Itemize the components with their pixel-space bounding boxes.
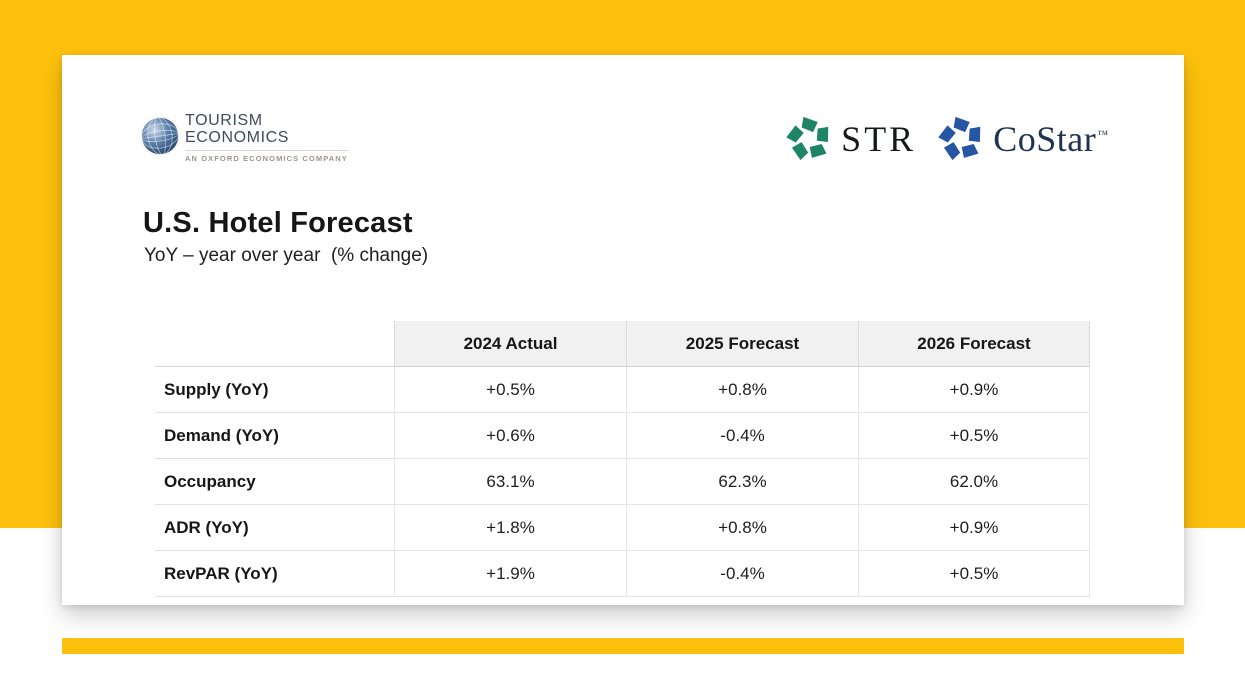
table-cell: +0.5% [858, 551, 1090, 597]
table-cell: +0.5% [858, 413, 1090, 459]
table-cell: -0.4% [626, 413, 858, 459]
table-cell: -0.4% [626, 551, 858, 597]
table-cell: 63.1% [394, 459, 626, 505]
table-header-spacer [155, 321, 394, 367]
tourism-economics-logo: TOURISM ECONOMICS AN OXFORD ECONOMICS CO… [140, 112, 348, 163]
tourism-economics-line1: TOURISM [185, 112, 263, 129]
slide-card: TOURISM ECONOMICS AN OXFORD ECONOMICS CO… [62, 55, 1184, 605]
bottom-accent-bar [62, 638, 1184, 654]
tourism-economics-globe-icon [141, 117, 179, 155]
table-cell: +0.8% [626, 367, 858, 413]
table-header-2025-forecast: 2025 Forecast [626, 321, 858, 367]
table-cell: 62.3% [626, 459, 858, 505]
costar-trademark: ™ [1097, 129, 1108, 141]
costar-logo: CoStar™ [938, 116, 1108, 162]
partner-logos: STR CoStar™ [786, 111, 1108, 167]
table-cell: +1.8% [394, 505, 626, 551]
str-pinwheel-icon [786, 116, 829, 161]
table-cell: +0.9% [858, 505, 1090, 551]
table-header-2024-actual: 2024 Actual [394, 321, 626, 367]
row-label-occupancy: Occupancy [155, 459, 394, 505]
costar-wordmark-text: CoStar [993, 119, 1097, 159]
forecast-table: 2024 Actual 2025 Forecast 2026 Forecast … [155, 321, 1090, 597]
costar-pinwheel-icon [938, 116, 981, 161]
table-cell: 62.0% [858, 459, 1090, 505]
row-label-demand: Demand (YoY) [155, 413, 394, 459]
row-label-revpar: RevPAR (YoY) [155, 551, 394, 597]
tourism-economics-line2: ECONOMICS [185, 129, 290, 146]
table-header-2026-forecast: 2026 Forecast [858, 321, 1090, 367]
table-cell: +0.5% [394, 367, 626, 413]
tourism-economics-tagline: AN OXFORD ECONOMICS COMPANY [185, 150, 348, 163]
costar-wordmark: CoStar™ [993, 121, 1108, 157]
row-label-supply: Supply (YoY) [155, 367, 394, 413]
table-cell: +0.8% [626, 505, 858, 551]
table-cell: +0.6% [394, 413, 626, 459]
page-title: U.S. Hotel Forecast [143, 207, 413, 239]
table-cell: +1.9% [394, 551, 626, 597]
row-label-adr: ADR (YoY) [155, 505, 394, 551]
tourism-economics-wordmark: TOURISM ECONOMICS AN OXFORD ECONOMICS CO… [185, 112, 348, 163]
table-cell: +0.9% [858, 367, 1090, 413]
page-subtitle: YoY – year over year (% change) [144, 245, 429, 266]
str-logo: STR [786, 116, 916, 162]
str-wordmark: STR [841, 119, 917, 159]
